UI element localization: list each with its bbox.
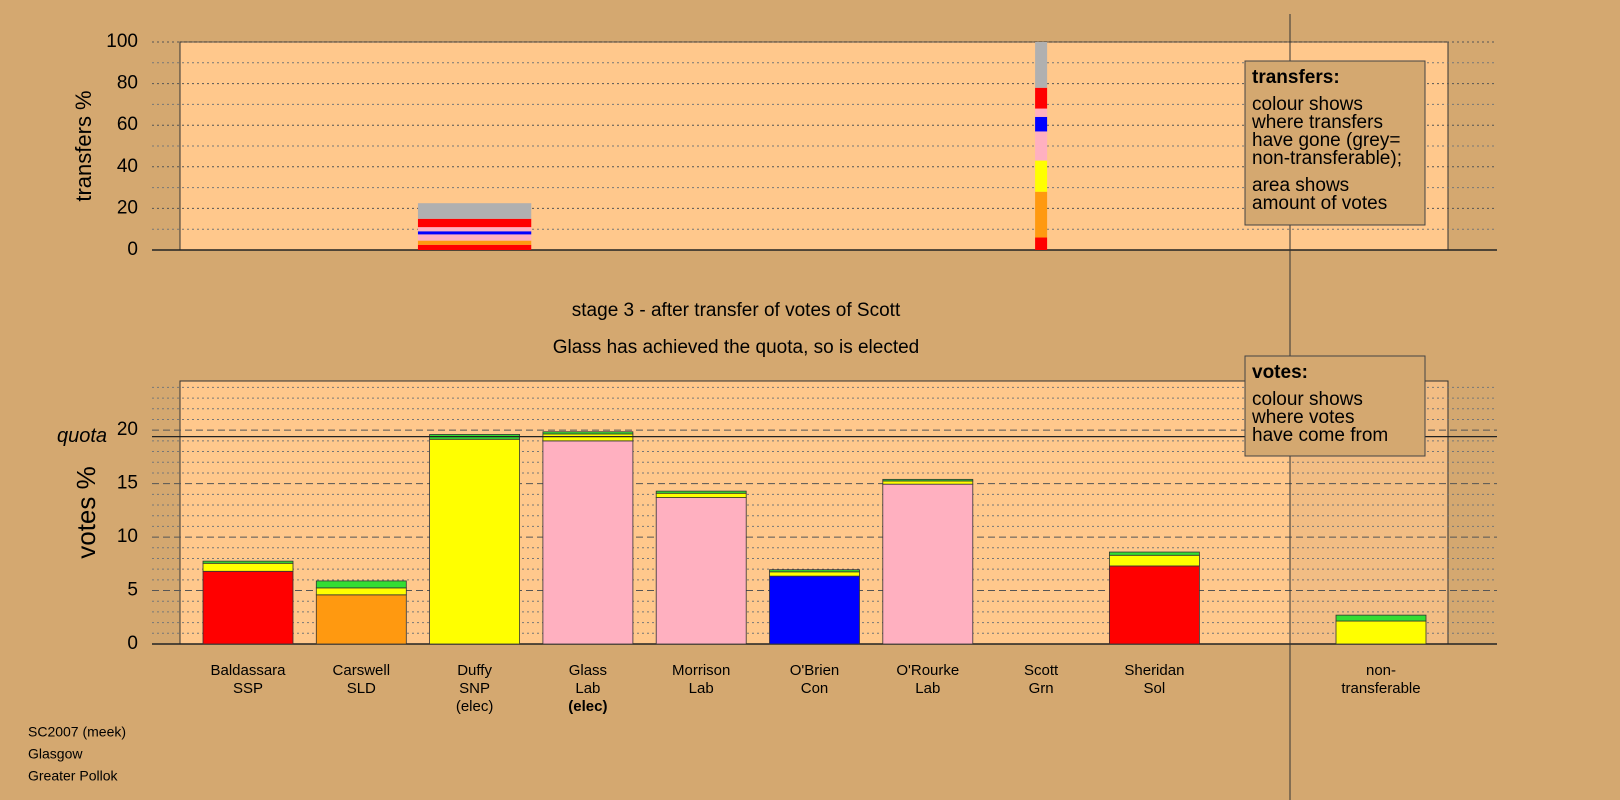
x-tick-label: Scott — [1024, 662, 1059, 679]
bar-segment — [417, 244, 532, 250]
y-tick-label: 100 — [106, 31, 138, 52]
bar-segment — [1109, 551, 1200, 556]
bar-segment — [417, 240, 532, 245]
bar-segment — [417, 234, 532, 241]
y-tick-label: 10 — [117, 526, 138, 547]
bar-segment — [1035, 191, 1048, 238]
bar-segment — [1035, 108, 1048, 117]
x-tick-label: transferable — [1341, 680, 1420, 697]
y-tick-label: 40 — [117, 156, 138, 177]
quota-label: quota — [57, 425, 107, 447]
footer-line: Glasgow — [28, 746, 83, 762]
x-tick-label: SNP — [459, 680, 490, 697]
legend-box — [1244, 60, 1426, 226]
bar-segment — [1035, 87, 1048, 109]
x-tick-label: Sol — [1144, 680, 1166, 697]
bar-segment — [417, 218, 532, 228]
bar-segment — [542, 431, 634, 435]
bar-segment — [417, 227, 532, 232]
y-tick-label: 20 — [117, 419, 138, 440]
legend-title: votes: — [1252, 362, 1308, 383]
x-tick-label: Morrison — [672, 662, 730, 679]
bar-segment — [202, 560, 294, 564]
bar-segment — [542, 433, 634, 442]
x-tick-label: O'Brien — [790, 662, 840, 679]
legend-box — [1244, 355, 1426, 457]
bar-segment — [1035, 116, 1048, 132]
bar-segment — [202, 562, 294, 572]
x-tick-label: Carswell — [333, 662, 391, 679]
bar-segment — [315, 580, 407, 589]
x-tick-label: (elec) — [456, 698, 494, 715]
legend-line: have gone (grey= — [1252, 130, 1400, 151]
y-tick-label: 5 — [127, 580, 138, 601]
bar-segment — [769, 571, 860, 577]
bar-segment — [882, 483, 974, 645]
legend-line: area shows — [1252, 175, 1349, 196]
legend-line: amount of votes — [1252, 193, 1387, 214]
bar-segment — [655, 490, 747, 494]
bar-segment — [542, 440, 634, 645]
legend-line: colour shows — [1252, 94, 1363, 115]
bar-segment — [655, 492, 747, 498]
legend-title: transfers: — [1252, 67, 1340, 88]
bar-segment — [882, 480, 974, 485]
legend-line: where transfers — [1251, 112, 1383, 133]
y-tick-label: 60 — [117, 114, 138, 135]
y-axis-label: votes % — [71, 466, 101, 559]
y-tick-label: 0 — [127, 633, 138, 654]
x-tick-label: SSP — [233, 680, 263, 697]
bar-segment — [417, 203, 532, 219]
bar-segment — [1335, 620, 1427, 645]
x-tick-label: Grn — [1029, 680, 1054, 697]
x-tick-label: SLD — [347, 680, 376, 697]
x-tick-label: Sheridan — [1124, 662, 1184, 679]
x-tick-label: Baldassara — [210, 662, 286, 679]
y-tick-label: 0 — [127, 239, 138, 260]
stage-note: stage 3 - after transfer of votes of Sco… — [572, 300, 901, 321]
x-tick-label: Lab — [575, 680, 600, 697]
legend-line: have come from — [1252, 425, 1388, 446]
x-tick-label: O'Rourke — [896, 662, 959, 679]
footer-line: SC2007 (meek) — [28, 724, 126, 740]
bar-segment — [417, 231, 532, 235]
bar-segment — [315, 594, 407, 645]
legend-line: colour shows — [1252, 389, 1363, 410]
bar-segment — [1335, 614, 1427, 622]
y-axis-label: transfers % — [71, 90, 96, 201]
x-tick-label: Lab — [915, 680, 940, 697]
bar-segment — [315, 587, 407, 596]
bar-segment — [1035, 237, 1048, 250]
bar-segment — [769, 575, 860, 645]
x-tick-label: Con — [801, 680, 829, 697]
bar-segment — [1109, 565, 1200, 645]
legend-line: non-transferable); — [1252, 148, 1402, 169]
elected-note: Glass has achieved the quota, so is elec… — [553, 337, 920, 358]
bar-segment — [655, 497, 747, 645]
x-tick-label: Duffy — [457, 662, 492, 679]
bar-segment — [882, 478, 974, 482]
bar-segment — [1035, 131, 1048, 161]
y-tick-label: 20 — [117, 197, 138, 218]
x-tick-label: Glass — [569, 662, 607, 679]
x-tick-label: Lab — [689, 680, 714, 697]
bar-segment — [1035, 160, 1048, 192]
y-tick-label: 80 — [117, 73, 138, 94]
x-tick-label: (elec) — [568, 698, 607, 715]
bar-segment — [1035, 42, 1048, 88]
bar-segment — [429, 438, 521, 645]
footer-line: Greater Pollok — [28, 768, 118, 784]
bar-segment — [202, 570, 294, 645]
x-tick-label: non- — [1366, 662, 1396, 679]
bar-segment — [769, 569, 860, 573]
bar-segment — [1109, 554, 1200, 567]
legend-line: where votes — [1251, 407, 1354, 428]
y-tick-label: 15 — [117, 473, 138, 494]
